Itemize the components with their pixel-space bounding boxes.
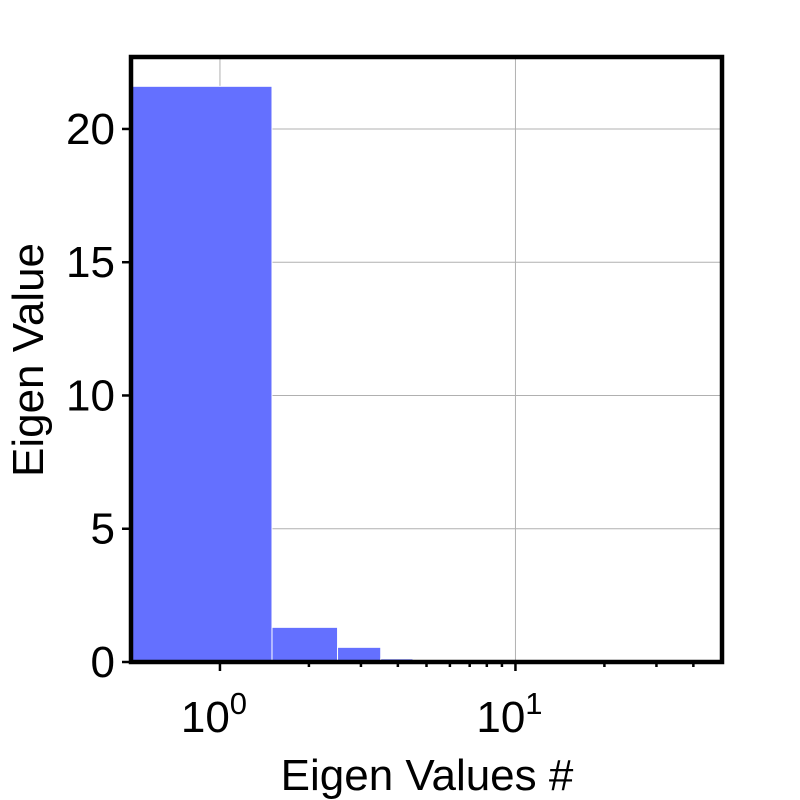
- y-tick-label: 5: [91, 505, 115, 554]
- plot-frame: [128, 54, 725, 665]
- y-tick-label: 10: [66, 371, 115, 420]
- x-axis-label: Eigen Values #: [281, 751, 574, 800]
- x-tick-label: 101: [476, 686, 542, 742]
- y-tick-label: 0: [91, 638, 115, 687]
- bar: [130, 85, 273, 663]
- bars: [130, 85, 722, 663]
- y-tick-label: 20: [66, 105, 115, 154]
- y-tick-label: 15: [66, 238, 115, 287]
- bar: [271, 626, 339, 663]
- x-tick-label: 100: [181, 686, 247, 742]
- y-axis-label: Eigen Value: [4, 243, 53, 477]
